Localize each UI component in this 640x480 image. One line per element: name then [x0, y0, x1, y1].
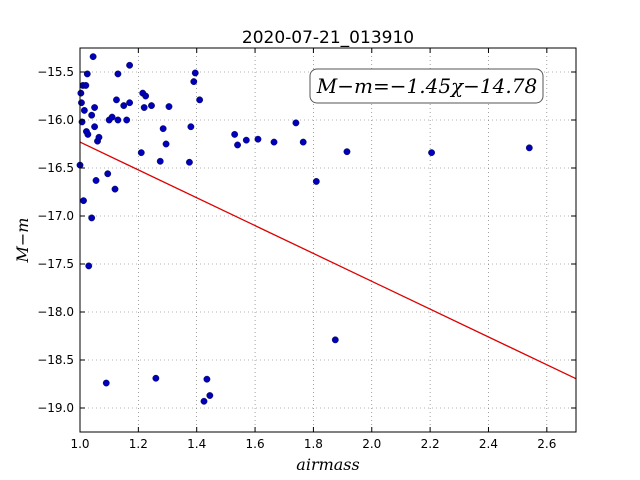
y-tick-label: −16.5: [37, 161, 74, 175]
data-point: [84, 130, 92, 138]
plot-frame: [79, 47, 577, 433]
data-point: [159, 125, 167, 133]
data-point: [83, 70, 91, 78]
data-point: [123, 116, 131, 124]
data-point: [343, 148, 351, 156]
data-point: [114, 116, 122, 124]
data-point: [331, 336, 339, 344]
plot-area: [80, 48, 576, 432]
data-point: [91, 104, 98, 111]
data-point: [142, 92, 150, 100]
data-point: [92, 177, 100, 184]
data-point: [231, 130, 239, 138]
tick-marks: [79, 48, 576, 432]
data-point: [108, 113, 116, 121]
data-point: [190, 78, 198, 86]
data-point: [242, 136, 250, 144]
data-point: [196, 96, 204, 104]
y-axis-label: M−m: [13, 218, 32, 264]
data-point: [78, 99, 85, 107]
data-point: [111, 185, 119, 193]
data-point: [234, 141, 241, 149]
x-tick-label: 2.2: [421, 437, 440, 451]
fit-equation-frame: [309, 68, 544, 104]
y-tick-labels: −15.5 −16.0 −16.5 −17.0 −17.5 −18.0 −18.5 −19.0: [37, 65, 74, 415]
data-point: [89, 53, 97, 61]
data-point: [88, 111, 96, 119]
data-point: [206, 392, 214, 399]
data-point: [80, 107, 88, 114]
data-point: [525, 144, 533, 152]
y-tick-label: −16.0: [37, 113, 74, 127]
y-tick-label: −17.0: [37, 209, 74, 223]
data-point: [428, 149, 435, 157]
data-point: [88, 214, 96, 222]
grid: [79, 48, 576, 432]
y-tick-label: −19.0: [37, 401, 74, 415]
data-point: [114, 70, 122, 78]
y-tick-label: −18.0: [37, 305, 74, 319]
chart-title: 2020-07-21_013910: [242, 28, 414, 48]
data-point: [162, 140, 170, 148]
y-tick-label: −15.5: [37, 65, 74, 79]
fit-equation-box: M−m=−1.45χ−14.78: [309, 68, 544, 104]
x-tick-label: 2.0: [362, 437, 381, 451]
data-point: [299, 138, 307, 146]
data-point: [77, 89, 85, 97]
data-point: [104, 170, 112, 178]
data-point: [203, 375, 211, 383]
data-point: [137, 149, 145, 157]
data-point: [102, 379, 110, 387]
data-point: [156, 157, 164, 165]
x-tick-label: 1.2: [129, 437, 148, 451]
data-point: [82, 82, 90, 89]
data-point: [270, 138, 278, 146]
x-tick-label: 1.8: [304, 437, 323, 451]
data-point: [80, 197, 87, 205]
x-tick-labels: 1.0 1.2 1.4 1.6 1.8 2.0 2.2 2.4 2.6: [70, 437, 556, 451]
data-point: [140, 104, 148, 111]
y-tick-label: −18.5: [37, 353, 74, 367]
y-tick-label: −17.5: [37, 257, 74, 271]
x-tick-label: 1.4: [187, 437, 206, 451]
data-point: [292, 119, 300, 127]
fit-line: [79, 141, 577, 380]
fit-line-layer: [79, 141, 577, 380]
x-tick-label: 2.4: [479, 437, 498, 451]
data-point: [200, 397, 208, 405]
data-point: [85, 262, 93, 270]
x-tick-label: 2.6: [537, 437, 556, 451]
fit-equation-text: M−m=−1.45χ−14.78: [316, 74, 537, 98]
data-point: [113, 96, 120, 104]
data-point: [126, 99, 134, 107]
data-point: [254, 135, 262, 143]
data-point: [120, 102, 128, 110]
data-point: [165, 103, 173, 110]
data-point: [312, 178, 320, 185]
x-tick-label: 1.0: [70, 437, 89, 451]
x-axis-label: airmass: [296, 455, 359, 474]
data-point: [152, 374, 160, 382]
data-point: [191, 69, 199, 77]
data-point: [91, 123, 98, 131]
data-point: [186, 158, 193, 166]
data-point: [148, 102, 155, 110]
data-point: [126, 61, 134, 69]
x-tick-label: 1.6: [246, 437, 265, 451]
data-point: [95, 133, 103, 141]
data-point: [187, 123, 195, 131]
